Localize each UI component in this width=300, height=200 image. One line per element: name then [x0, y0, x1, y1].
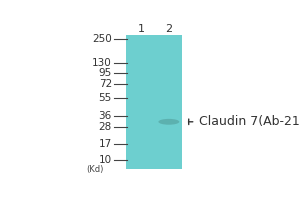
Text: 72: 72: [99, 79, 112, 89]
Text: 130: 130: [92, 58, 112, 68]
Text: 250: 250: [92, 34, 112, 44]
Text: 28: 28: [99, 122, 112, 132]
Text: 95: 95: [99, 68, 112, 78]
Text: 17: 17: [99, 139, 112, 149]
Text: 55: 55: [99, 93, 112, 103]
Ellipse shape: [158, 119, 179, 125]
Text: 2: 2: [165, 24, 172, 34]
Text: (Kd): (Kd): [86, 165, 103, 174]
Bar: [126, 35, 182, 169]
Text: 1: 1: [137, 24, 145, 34]
Text: 10: 10: [99, 155, 112, 165]
Text: Claudin 7(Ab-210): Claudin 7(Ab-210): [199, 115, 300, 128]
Text: 36: 36: [99, 111, 112, 121]
